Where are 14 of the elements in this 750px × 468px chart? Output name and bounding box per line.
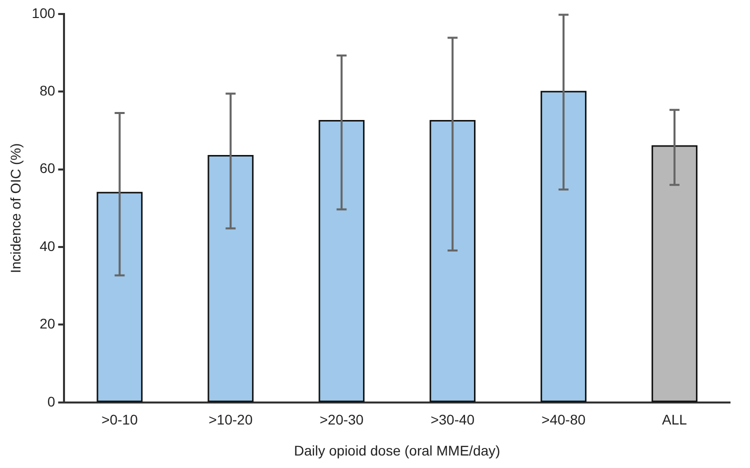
y-tick-label: 40 <box>40 238 56 254</box>
x-tick-label: ALL <box>662 412 688 428</box>
x-axis-title: Daily opioid dose (oral MME/day) <box>294 442 500 458</box>
y-axis-title: Incidence of OIC (%) <box>7 143 24 274</box>
y-tick-label: 60 <box>40 160 56 176</box>
x-tick-label: >30-40 <box>430 412 475 428</box>
x-tick-label: >10-20 <box>208 412 253 428</box>
x-tick-label: >40-80 <box>542 412 586 428</box>
y-tick-label: 80 <box>40 82 56 99</box>
x-tick-label: >0-10 <box>102 412 138 428</box>
y-tick-label: 100 <box>32 4 56 21</box>
y-tick-label: 0 <box>47 393 56 410</box>
y-tick-label: 20 <box>40 316 56 332</box>
x-tick-label: >20-30 <box>320 412 364 428</box>
